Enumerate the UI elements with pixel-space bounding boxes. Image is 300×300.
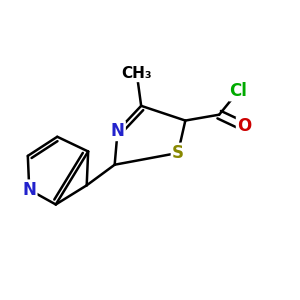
Text: Cl: Cl: [230, 82, 247, 100]
Text: S: S: [172, 144, 184, 162]
Text: CH₃: CH₃: [122, 66, 152, 81]
Text: N: N: [22, 181, 36, 199]
Text: N: N: [111, 122, 124, 140]
Text: O: O: [237, 117, 251, 135]
